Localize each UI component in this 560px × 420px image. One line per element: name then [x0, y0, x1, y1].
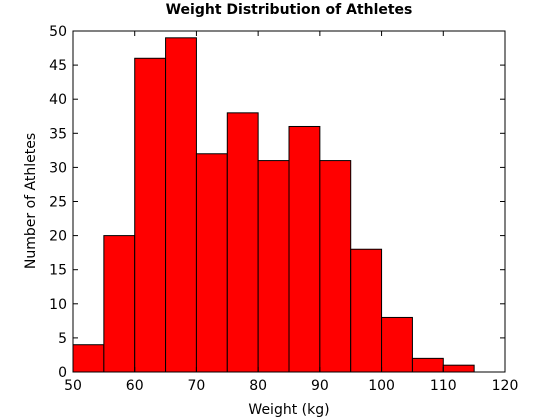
x-tick-label: 80 — [249, 378, 267, 394]
y-tick-label: 35 — [49, 126, 67, 142]
histogram-bar — [257, 160, 290, 373]
ticks-group: 50 60 70 80 90 100 110 120 0 5 10 15 20 25 30 35 40 45 50 — [49, 24, 518, 394]
histogram-bar — [319, 160, 352, 373]
y-tick-label: 45 — [49, 58, 67, 74]
x-tick-label: 50 — [64, 378, 82, 394]
x-tick-label: 60 — [126, 378, 144, 394]
y-axis-label: Number of Athletes — [23, 133, 39, 269]
histogram-bar — [288, 125, 321, 373]
x-tick-label: 110 — [430, 378, 457, 394]
chart-title: Weight Distribution of Athletes — [166, 2, 413, 18]
x-axis-label: Weight (kg) — [248, 402, 329, 418]
histogram-bar — [72, 344, 105, 373]
histogram-bar — [381, 316, 413, 373]
y-tick-label: 15 — [49, 263, 67, 279]
histogram-bar — [195, 153, 228, 373]
y-tick-label: 25 — [49, 195, 67, 211]
y-tick-label: 0 — [58, 365, 67, 381]
y-tick-label: 30 — [49, 160, 67, 176]
y-tick-label: 5 — [58, 331, 67, 347]
x-tick-label: 100 — [368, 378, 395, 394]
histogram-bar — [442, 364, 475, 373]
histogram-bar — [165, 37, 197, 373]
y-tick-label: 20 — [49, 229, 67, 245]
y-tick-label: 40 — [49, 92, 67, 108]
histogram-bar — [103, 235, 136, 373]
x-tick-label: 70 — [188, 378, 206, 394]
x-tick-label: 120 — [492, 378, 519, 394]
histogram-bar — [411, 357, 444, 373]
y-tick-label: 10 — [49, 297, 67, 313]
x-tick-label: 90 — [311, 378, 329, 394]
histogram-bar — [134, 57, 167, 373]
bars-group — [72, 37, 475, 373]
histogram-bar — [226, 112, 259, 373]
histogram-bar — [350, 248, 383, 373]
y-tick-label: 50 — [49, 24, 67, 40]
